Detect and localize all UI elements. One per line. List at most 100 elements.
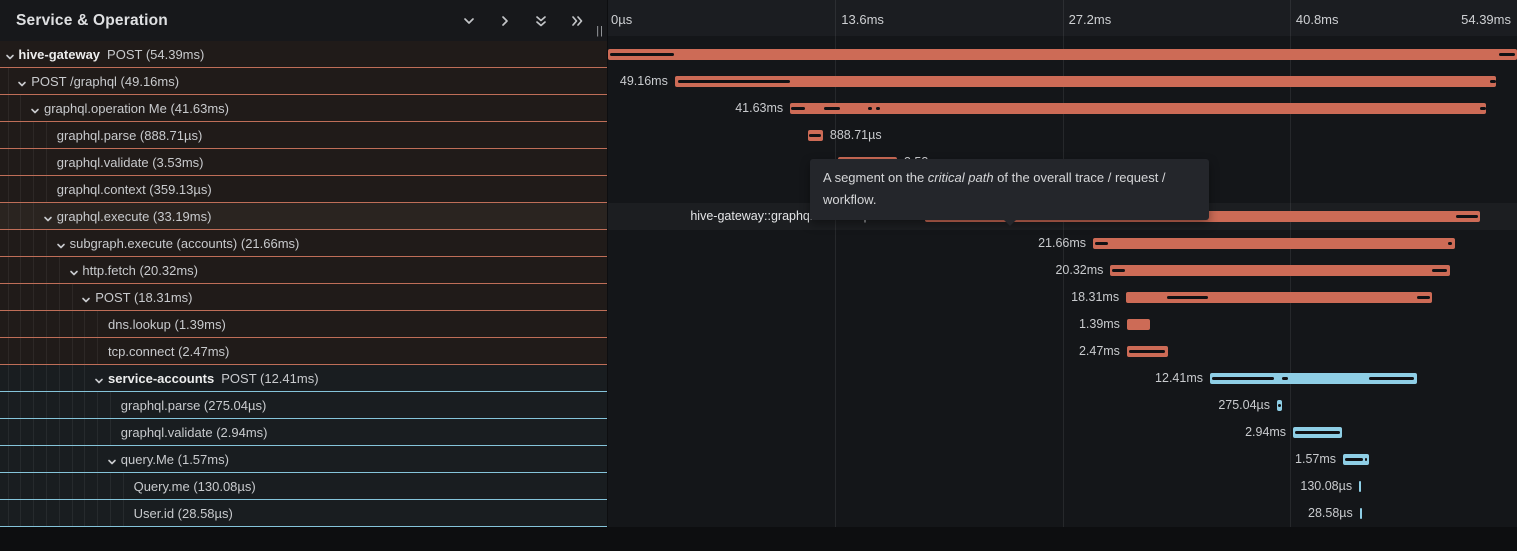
span-bar[interactable]	[1093, 238, 1455, 249]
tree-row[interactable]: tcp.connect (2.47ms)	[0, 338, 607, 365]
critical-path-segment[interactable]	[1447, 242, 1452, 245]
tree-row[interactable]: POST (18.31ms)	[0, 284, 607, 311]
chevron-down-icon[interactable]	[107, 455, 117, 470]
indent-guide	[71, 284, 73, 310]
double-chevron-right-icon[interactable]	[567, 11, 587, 31]
critical-path-segment[interactable]	[809, 134, 822, 137]
span-bar[interactable]	[674, 76, 1497, 87]
critical-path-segment[interactable]	[1498, 53, 1515, 56]
span-bar[interactable]	[808, 130, 823, 141]
span-bar[interactable]	[608, 49, 1517, 60]
indent-guide	[58, 473, 60, 499]
tree-row[interactable]: User.id (28.58µs)	[0, 500, 607, 527]
critical-path-segment[interactable]	[1369, 377, 1415, 380]
tooltip-arrow	[1003, 218, 1017, 226]
indent-guide	[109, 500, 111, 526]
tree-row[interactable]: Query.me (130.08µs)	[0, 473, 607, 500]
tree-row[interactable]: service-accounts POST (12.41ms)	[0, 365, 607, 392]
critical-path-segment[interactable]	[867, 107, 873, 110]
tree-row[interactable]: graphql.operation Me (41.63ms)	[0, 95, 607, 122]
tree-row[interactable]: graphql.execute (33.19ms)	[0, 203, 607, 230]
panel-resize-handle[interactable]: ||	[596, 25, 604, 37]
timeline-row: 275.04µs	[608, 392, 1517, 419]
indent-guide	[20, 176, 22, 202]
indent-guide	[20, 284, 22, 310]
critical-path-segment[interactable]	[1128, 350, 1165, 353]
indent-guide	[33, 392, 35, 418]
span-bar[interactable]	[1359, 508, 1362, 519]
critical-path-segment[interactable]	[876, 107, 881, 110]
tree-row[interactable]: http.fetch (20.32ms)	[0, 257, 607, 284]
span-bar[interactable]	[1343, 454, 1370, 465]
indent-guide	[20, 446, 22, 472]
span-bar[interactable]	[1359, 481, 1362, 492]
span-bar[interactable]	[1110, 265, 1450, 276]
span-bar[interactable]	[1209, 373, 1418, 384]
chevron-down-icon[interactable]	[43, 212, 53, 227]
critical-path-segment[interactable]	[1431, 269, 1447, 272]
critical-path-segment[interactable]	[1111, 269, 1126, 272]
timeline-tick-label: 13.6ms	[841, 12, 884, 27]
indent-guide	[7, 149, 9, 175]
tree-row[interactable]: POST /graphql (49.16ms)	[0, 68, 607, 95]
indent-guide	[33, 419, 35, 445]
tree-row[interactable]: graphql.validate (2.94ms)	[0, 419, 607, 446]
chevron-down-icon[interactable]	[459, 11, 479, 31]
tooltip-text-suffix: of the overall trace / request / workflo…	[823, 170, 1166, 208]
critical-path-segment[interactable]	[1212, 377, 1274, 380]
tree-row[interactable]: graphql.context (359.13µs)	[0, 176, 607, 203]
tree-row[interactable]: subgraph.execute (accounts) (21.66ms)	[0, 230, 607, 257]
critical-path-segment[interactable]	[1456, 215, 1478, 218]
tree-row[interactable]: graphql.parse (888.71µs)	[0, 122, 607, 149]
span-bar[interactable]	[1126, 319, 1151, 330]
operation-label: http.fetch (20.32ms)	[82, 262, 199, 278]
footer-strip	[0, 527, 1517, 551]
span-bar[interactable]	[1126, 292, 1433, 303]
chevron-down-icon[interactable]	[5, 50, 15, 65]
critical-path-segment[interactable]	[1095, 242, 1108, 245]
chevron-down-icon[interactable]	[17, 77, 27, 92]
critical-path-segment[interactable]	[678, 80, 791, 83]
service-name: hive-gateway	[18, 46, 101, 62]
indent-guide	[71, 365, 73, 391]
tree-row[interactable]: graphql.parse (275.04µs)	[0, 392, 607, 419]
timeline-row: 130.08µs	[608, 473, 1517, 500]
timeline-row: 888.71µs	[608, 122, 1517, 149]
critical-path-segment[interactable]	[1364, 458, 1368, 461]
chevron-down-icon[interactable]	[81, 293, 91, 308]
indent-guide	[20, 311, 22, 337]
tree-row[interactable]: query.Me (1.57ms)	[0, 446, 607, 473]
critical-path-segment[interactable]	[1278, 404, 1281, 407]
left-panel-header: Service & Operation ||	[0, 0, 607, 41]
span-bar[interactable]	[1293, 427, 1343, 438]
tree-row[interactable]: dns.lookup (1.39ms)	[0, 311, 607, 338]
span-bar[interactable]	[790, 103, 1486, 114]
double-chevron-down-icon[interactable]	[531, 11, 551, 31]
critical-path-segment[interactable]	[1345, 458, 1363, 461]
chevron-down-icon[interactable]	[56, 239, 66, 254]
chevron-down-icon[interactable]	[69, 266, 79, 281]
critical-path-segment[interactable]	[1490, 80, 1497, 83]
critical-path-segment[interactable]	[609, 53, 674, 56]
chevron-right-icon[interactable]	[495, 11, 515, 31]
span-duration-label: 2.94ms	[1245, 425, 1287, 439]
span-bar[interactable]	[1126, 346, 1169, 357]
critical-path-segment[interactable]	[823, 107, 841, 110]
indent-guide	[7, 122, 9, 148]
tooltip-text-prefix: A segment on the	[823, 170, 928, 185]
tree-row[interactable]: graphql.validate (3.53ms)	[0, 149, 607, 176]
critical-path-segment[interactable]	[1294, 431, 1340, 434]
critical-path-segment[interactable]	[1416, 296, 1431, 299]
timeline-row: 18.31ms	[608, 284, 1517, 311]
indent-guide	[7, 68, 9, 94]
chevron-down-icon[interactable]	[94, 374, 104, 389]
critical-path-segment[interactable]	[1480, 107, 1486, 110]
critical-path-segment[interactable]	[791, 107, 805, 110]
tree-row[interactable]: hive-gateway POST (54.39ms)	[0, 41, 607, 68]
critical-path-segment[interactable]	[1167, 296, 1208, 299]
span-bar[interactable]	[1277, 400, 1282, 411]
operation-label: POST (18.31ms)	[95, 289, 193, 305]
chevron-down-icon[interactable]	[30, 104, 40, 119]
critical-path-segment[interactable]	[1282, 377, 1289, 380]
indent-guide	[97, 419, 99, 445]
